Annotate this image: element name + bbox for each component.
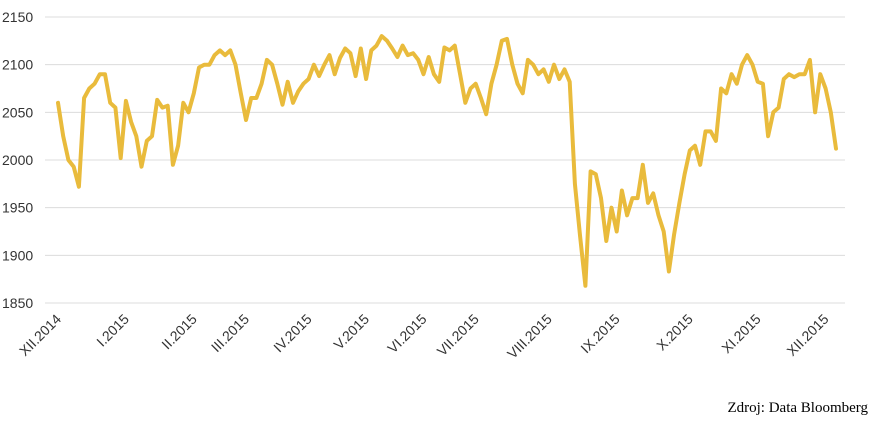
y-tick-label: 1950	[2, 200, 33, 216]
y-tick-label: 1900	[2, 247, 33, 263]
y-tick-label: 2150	[2, 9, 33, 25]
source-note: Zdroj: Data Bloomberg	[727, 400, 868, 416]
x-tick-label: III.2015	[208, 311, 252, 355]
x-tick-label: IV.2015	[270, 311, 315, 356]
x-tick-label: X.2015	[653, 311, 696, 354]
x-tick-label: XII.2015	[783, 311, 831, 359]
y-tick-label: 2050	[2, 104, 33, 120]
x-tick-label: I.2015	[93, 311, 132, 350]
y-tick-label: 2000	[2, 152, 33, 168]
price-line	[56, 34, 838, 288]
x-tick-label: V.2015	[330, 311, 372, 353]
x-tick-label: XII.2014	[16, 311, 64, 359]
x-tick-label: VII.2015	[434, 311, 482, 359]
x-tick-label: IX.2015	[577, 311, 623, 357]
x-tick-label: VI.2015	[384, 311, 430, 357]
y-tick-label: 1850	[2, 295, 33, 311]
y-tick-label: 2100	[2, 57, 33, 73]
x-tick-label: VIII.2015	[504, 311, 555, 362]
x-tick-label: II.2015	[158, 311, 200, 353]
x-tick-label: XI.2015	[718, 311, 764, 357]
